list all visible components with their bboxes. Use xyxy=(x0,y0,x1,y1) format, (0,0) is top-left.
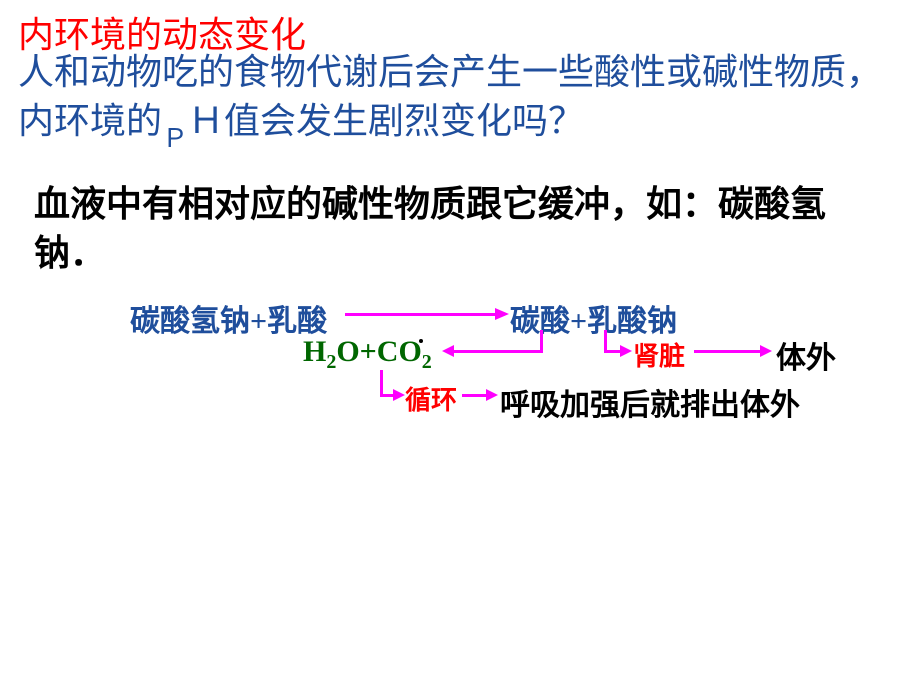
carbonic-down-line xyxy=(540,330,543,352)
kidney-label: 肾脏 xyxy=(633,336,685,373)
eq2-sub1: 2 xyxy=(326,351,336,373)
question-part2: 值会发生剧烈变化吗？ xyxy=(224,101,584,141)
reaction-arrow xyxy=(345,313,495,316)
co2-down-line xyxy=(380,370,383,396)
eq2-h: H xyxy=(303,335,326,368)
equation2: H2O+CO2 xyxy=(303,335,432,374)
breath-label: 呼吸加强后就排出体外 xyxy=(500,380,800,424)
equation1-products: 碳酸+乳酸钠 xyxy=(510,296,677,340)
eq2-mid: O+CO xyxy=(336,335,421,368)
cycle-out-line xyxy=(462,394,486,397)
outside-label: 体外 xyxy=(776,333,836,377)
co2-arrow-head xyxy=(393,389,405,401)
reaction-arrow-head xyxy=(495,308,509,320)
question-text: 人和动物吃的食物代谢后会产生一些酸性或碱性物质，内环境的ＰＨ值会发生剧烈变化吗？ xyxy=(18,48,898,150)
eq2-sub2: 2 xyxy=(422,351,432,373)
ph-p: Ｐ xyxy=(162,124,188,153)
carbonic-arrow-head xyxy=(442,345,454,357)
ph-h: Ｈ xyxy=(188,101,224,141)
kidney-out-line xyxy=(694,350,760,353)
answer-text: 血液中有相对应的碱性物质跟它缓冲，如：碳酸氢钠． xyxy=(34,180,894,277)
co2-right-line xyxy=(380,394,394,397)
carbonic-left-line xyxy=(454,350,543,353)
lactate-right-line xyxy=(604,350,620,353)
kidney-out-arrow-head xyxy=(760,345,772,357)
equation1-reactants: 碳酸氢钠+乳酸 xyxy=(130,296,327,340)
cycle-out-arrow-head xyxy=(486,389,498,401)
lactate-down-line xyxy=(604,330,607,352)
lactate-arrow-head xyxy=(620,345,632,357)
cycle-label: 循环 xyxy=(405,380,457,417)
